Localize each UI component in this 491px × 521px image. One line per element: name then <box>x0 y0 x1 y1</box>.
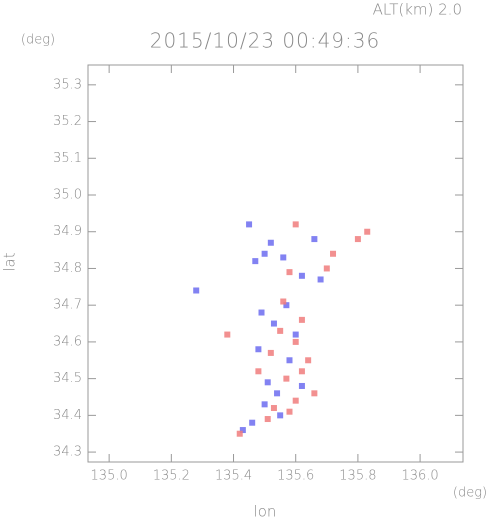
x-tick-label: 135.6 <box>277 469 314 484</box>
data-point <box>330 250 337 257</box>
data-point <box>280 298 287 305</box>
data-point <box>261 250 268 257</box>
y-tick-label: 34.8 <box>53 261 82 276</box>
data-point <box>264 379 271 386</box>
data-point <box>323 265 330 272</box>
data-point <box>298 368 305 375</box>
data-point <box>283 302 290 309</box>
data-point <box>277 327 284 334</box>
data-point <box>364 228 371 235</box>
data-point <box>255 368 262 375</box>
data-point <box>317 276 324 283</box>
data-point <box>311 390 318 397</box>
y-tick-label: 34.4 <box>53 408 82 423</box>
y-tick-label: 35.2 <box>53 114 82 129</box>
data-point <box>298 316 305 323</box>
x-axis-label: lon <box>254 503 277 521</box>
data-point <box>252 258 259 265</box>
data-point <box>292 397 299 404</box>
y-tick-label: 35.1 <box>53 151 82 166</box>
x-tick-label: 135.0 <box>91 469 128 484</box>
data-point <box>224 331 231 338</box>
data-point <box>239 427 246 434</box>
chart-title: 2015/10/23 00:49:36 <box>150 29 380 53</box>
data-point <box>261 401 268 408</box>
data-point <box>267 239 274 246</box>
y-tick-label: 34.9 <box>53 224 82 239</box>
x-tick-label: 135.4 <box>215 469 252 484</box>
x-tick-label: 135.8 <box>339 469 376 484</box>
data-point <box>354 236 361 243</box>
data-point <box>264 416 271 423</box>
data-point <box>255 346 262 353</box>
data-point <box>246 221 253 228</box>
plot-frame <box>87 64 464 463</box>
data-point <box>286 269 293 276</box>
data-point <box>298 272 305 279</box>
data-point <box>292 338 299 345</box>
data-point <box>311 236 318 243</box>
data-point <box>280 254 287 261</box>
data-point <box>286 408 293 415</box>
data-point <box>274 390 281 397</box>
data-point <box>249 419 256 426</box>
data-point <box>292 221 299 228</box>
y-tick-label: 34.7 <box>53 298 82 313</box>
data-point <box>267 349 274 356</box>
data-point <box>258 309 265 316</box>
data-point <box>277 412 284 419</box>
x-tick-label: 136.0 <box>401 469 438 484</box>
data-point <box>236 430 243 437</box>
data-point <box>286 357 293 364</box>
data-point <box>193 287 200 294</box>
y-unit: (deg) <box>21 33 55 48</box>
data-point <box>283 375 290 382</box>
y-tick-label: 34.3 <box>53 445 82 460</box>
y-tick-label: 34.5 <box>53 371 82 386</box>
data-point <box>270 320 277 327</box>
data-point <box>270 405 277 412</box>
y-tick-label: 34.6 <box>53 334 82 349</box>
y-tick-label: 35.0 <box>53 188 82 203</box>
x-unit: (deg) <box>453 486 487 501</box>
y-axis-label: lat <box>1 252 19 271</box>
data-point <box>298 382 305 389</box>
data-point <box>305 357 312 364</box>
x-tick-label: 135.2 <box>153 469 190 484</box>
y-tick-label: 35.3 <box>53 77 82 92</box>
subtitle: ALT(km) 2.0 <box>373 1 462 19</box>
data-point <box>292 331 299 338</box>
